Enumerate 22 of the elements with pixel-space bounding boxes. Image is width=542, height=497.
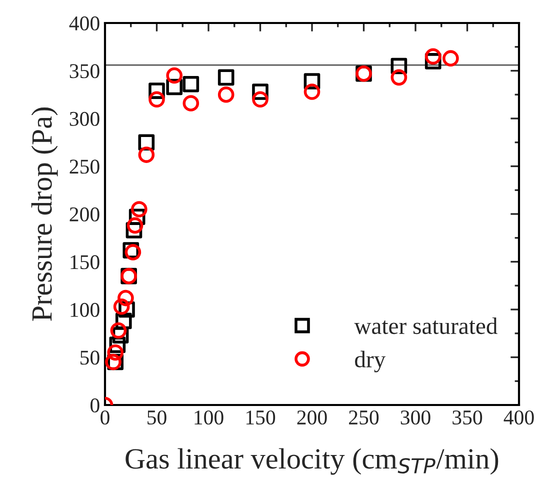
y-tick-label: 150 xyxy=(70,255,100,270)
x-tick-label: 350 xyxy=(452,410,482,425)
y-tick-label: 0 xyxy=(90,398,100,412)
legend-label: water saturated xyxy=(354,317,498,334)
y-tick-label: 200 xyxy=(70,207,100,222)
y-tick-label: 250 xyxy=(70,160,100,174)
y-axis-title: Pressure drop (Pa) xyxy=(31,108,58,321)
x-tick-label: 0 xyxy=(100,410,110,425)
y-tick-label: 100 xyxy=(70,302,100,317)
y-tick-label: 400 xyxy=(69,16,100,30)
y-tick-label: 300 xyxy=(70,112,100,126)
x-tick-label: 200 xyxy=(297,410,327,425)
x-tick-label: 50 xyxy=(148,410,166,425)
y-tick-label: 50 xyxy=(80,350,100,365)
legend-label: dry xyxy=(355,350,386,372)
x-tick-label: 250 xyxy=(349,410,379,425)
y-tick-label: 350 xyxy=(70,64,100,78)
x-tick-label: 150 xyxy=(246,410,276,425)
x-tick-label: 100 xyxy=(194,410,224,425)
x-tick-label: 400 xyxy=(504,410,534,425)
x-axis-title: Gas linear velocity (cm$_{STP}$/min) xyxy=(126,448,498,475)
x-tick-label: 300 xyxy=(400,410,430,425)
